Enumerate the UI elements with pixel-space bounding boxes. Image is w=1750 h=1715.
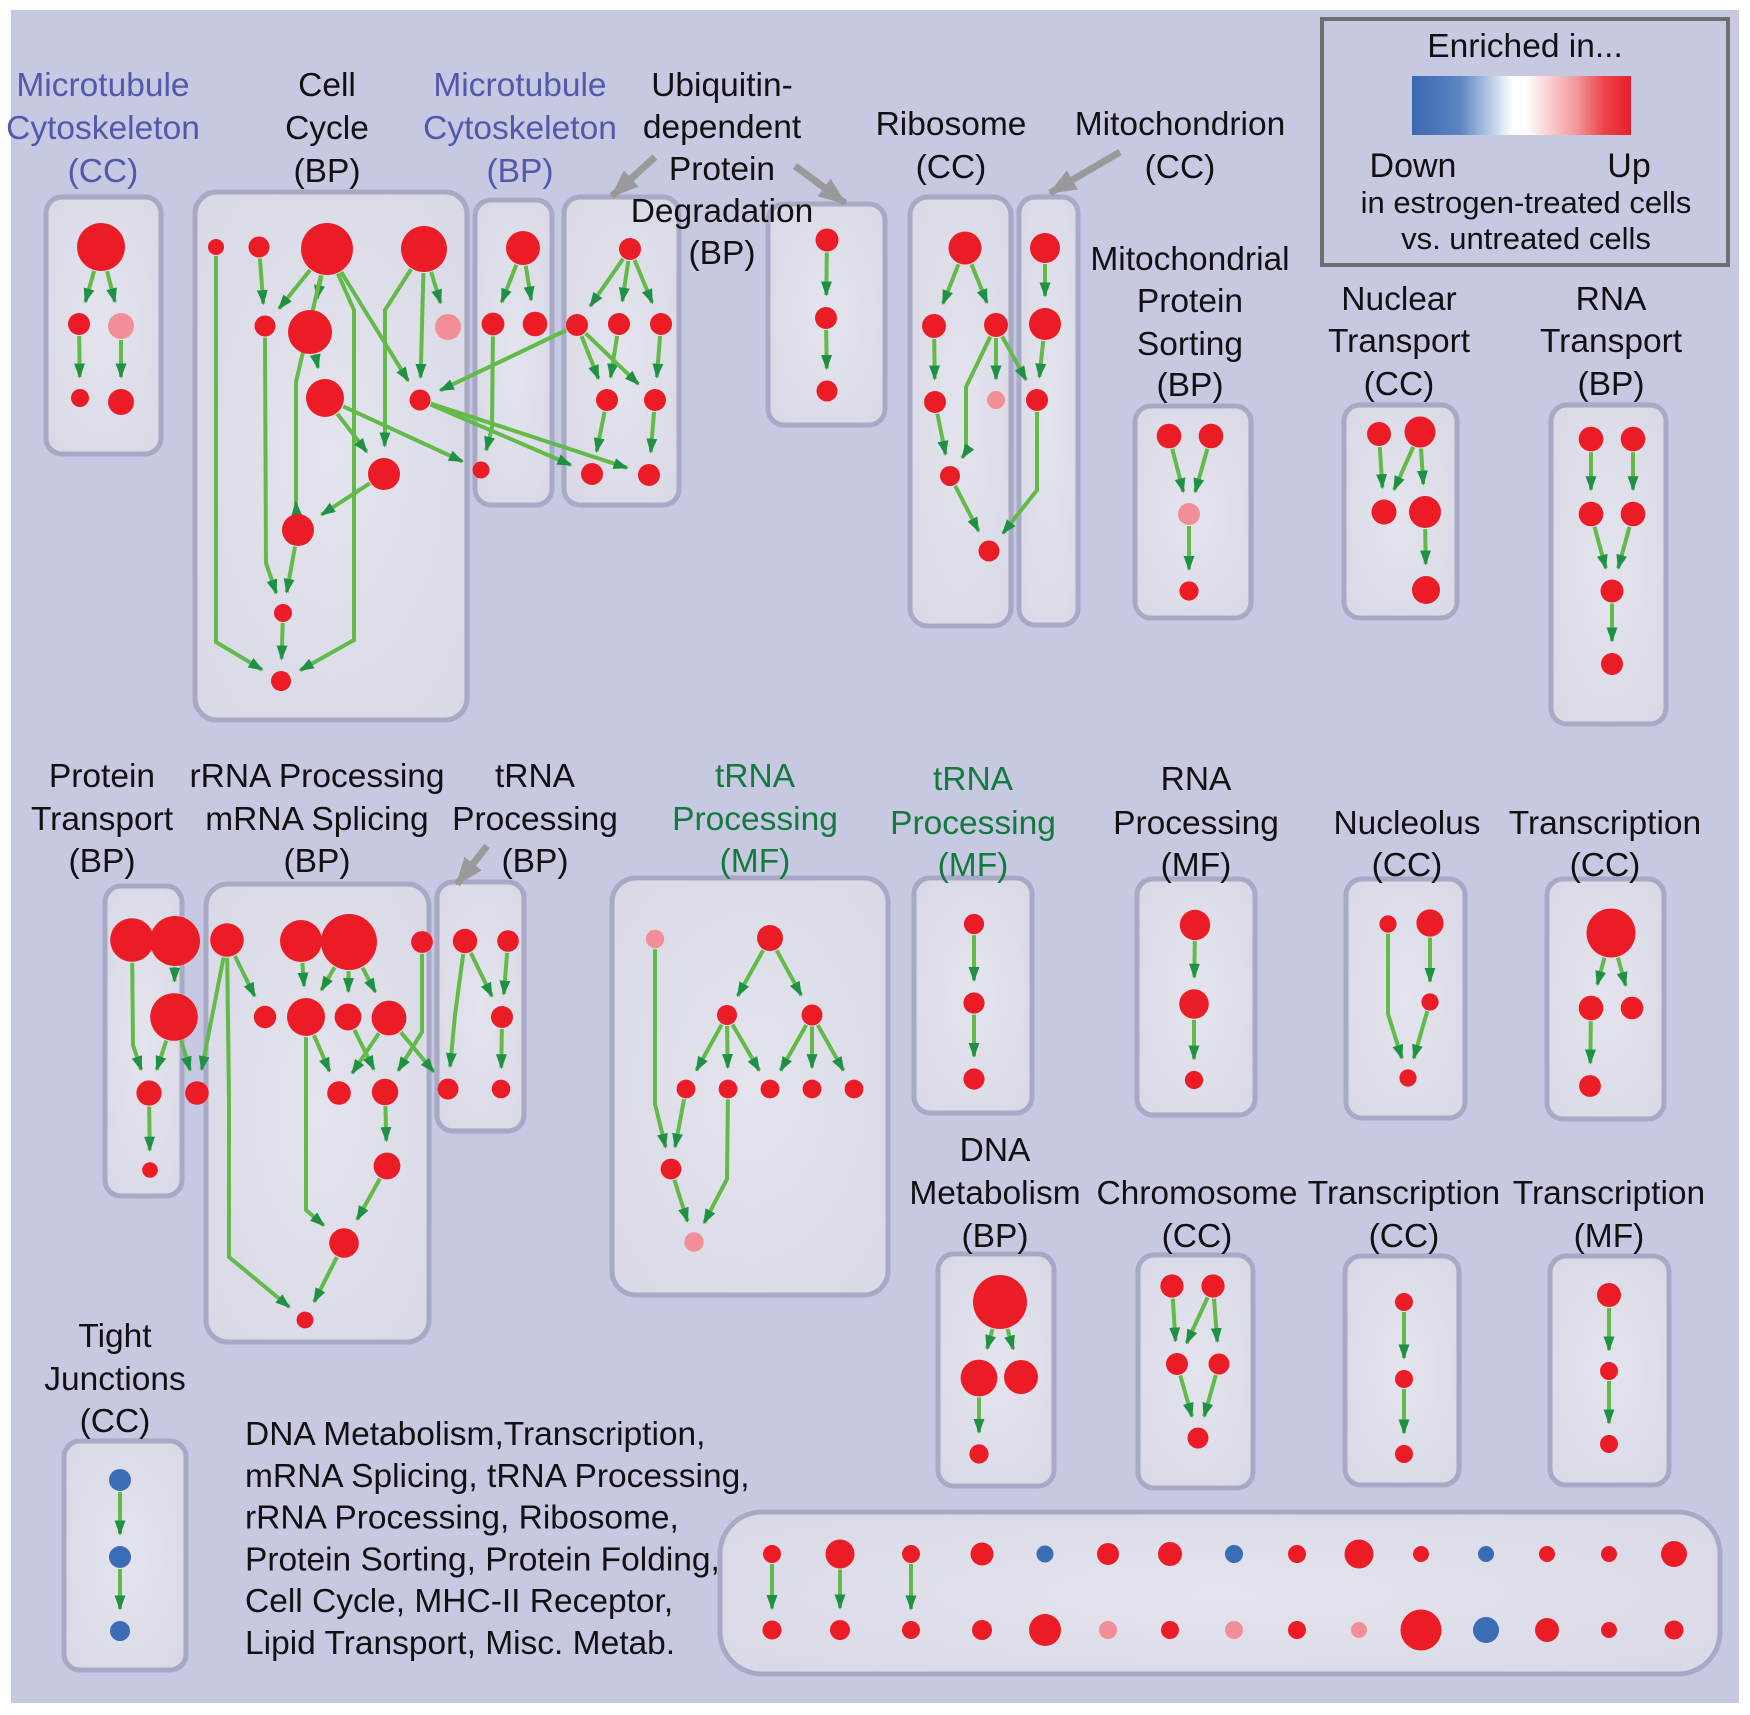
svg-text:Processing: Processing — [890, 805, 1056, 842]
svg-text:Processing: Processing — [1113, 805, 1279, 842]
svg-text:Chromosome: Chromosome — [1096, 1175, 1297, 1212]
svg-text:Transport: Transport — [31, 801, 174, 838]
svg-text:tRNA: tRNA — [715, 758, 796, 795]
svg-text:Enriched in...: Enriched in... — [1427, 28, 1623, 65]
svg-text:(BP): (BP) — [294, 153, 361, 190]
svg-text:Mitochondrion: Mitochondrion — [1075, 106, 1285, 143]
svg-text:rRNA Processing, Ribosome,: rRNA Processing, Ribosome, — [245, 1500, 679, 1537]
svg-text:(BP): (BP) — [1157, 367, 1224, 404]
svg-text:Cytoskeleton: Cytoskeleton — [6, 110, 200, 147]
svg-text:tRNA: tRNA — [495, 758, 576, 795]
svg-text:(CC): (CC) — [1372, 847, 1443, 884]
svg-text:Processing: Processing — [452, 801, 618, 838]
svg-text:Tight: Tight — [78, 1318, 152, 1355]
svg-text:Cell Cycle, MHC-II Receptor,: Cell Cycle, MHC-II Receptor, — [245, 1583, 673, 1620]
svg-text:(BP): (BP) — [69, 843, 136, 880]
svg-text:in estrogen-treated cells: in estrogen-treated cells — [1361, 185, 1692, 220]
svg-text:(BP): (BP) — [284, 843, 351, 880]
svg-text:RNA: RNA — [1576, 281, 1647, 318]
svg-text:Protein: Protein — [49, 758, 155, 795]
svg-text:(CC): (CC) — [1145, 149, 1216, 186]
svg-text:Cycle: Cycle — [285, 110, 369, 147]
svg-text:(MF): (MF) — [938, 847, 1009, 884]
svg-text:Cytoskeleton: Cytoskeleton — [423, 110, 617, 147]
svg-text:Transport: Transport — [1540, 323, 1683, 360]
svg-text:Transcription: Transcription — [1509, 805, 1701, 842]
svg-text:Up: Up — [1607, 147, 1650, 185]
svg-text:Microtubule: Microtubule — [433, 67, 606, 104]
svg-text:Ubiquitin-: Ubiquitin- — [651, 67, 793, 104]
svg-text:(BP): (BP) — [962, 1218, 1029, 1255]
svg-text:Nucleolus: Nucleolus — [1333, 805, 1480, 842]
svg-text:Down: Down — [1370, 147, 1457, 185]
svg-text:(BP): (BP) — [502, 843, 569, 880]
svg-text:(CC): (CC) — [1570, 847, 1641, 884]
svg-text:(MF): (MF) — [720, 843, 791, 880]
svg-text:Mitochondrial: Mitochondrial — [1090, 241, 1289, 278]
svg-text:Protein: Protein — [669, 151, 775, 188]
svg-text:mRNA Splicing, tRNA Processing: mRNA Splicing, tRNA Processing, — [245, 1458, 750, 1495]
svg-text:(MF): (MF) — [1574, 1218, 1645, 1255]
svg-text:vs. untreated cells: vs. untreated cells — [1401, 221, 1651, 256]
svg-text:Microtubule: Microtubule — [16, 67, 189, 104]
svg-text:(BP): (BP) — [487, 153, 554, 190]
svg-text:Sorting: Sorting — [1137, 326, 1243, 363]
svg-text:(CC): (CC) — [1364, 366, 1435, 403]
svg-text:Transport: Transport — [1328, 323, 1471, 360]
svg-text:DNA: DNA — [960, 1132, 1031, 1169]
svg-text:Lipid Transport, Misc. Metab.: Lipid Transport, Misc. Metab. — [245, 1625, 675, 1662]
svg-text:Cell: Cell — [298, 67, 356, 104]
svg-text:(CC): (CC) — [1369, 1218, 1440, 1255]
svg-text:Metabolism: Metabolism — [909, 1175, 1080, 1212]
svg-text:(CC): (CC) — [68, 153, 139, 190]
svg-text:(CC): (CC) — [1162, 1218, 1233, 1255]
svg-text:dependent: dependent — [643, 109, 802, 146]
svg-text:Ribosome: Ribosome — [876, 106, 1027, 143]
svg-text:mRNA Splicing: mRNA Splicing — [205, 801, 428, 838]
svg-text:Processing: Processing — [672, 801, 838, 838]
svg-text:rRNA Processing: rRNA Processing — [189, 758, 444, 795]
svg-text:(BP): (BP) — [1578, 366, 1645, 403]
svg-text:(CC): (CC) — [916, 149, 987, 186]
svg-text:(BP): (BP) — [689, 235, 756, 272]
svg-text:Nuclear: Nuclear — [1341, 281, 1456, 318]
svg-text:Transcription: Transcription — [1308, 1175, 1500, 1212]
svg-text:(CC): (CC) — [80, 1403, 151, 1440]
svg-text:Transcription: Transcription — [1513, 1175, 1705, 1212]
svg-text:(MF): (MF) — [1161, 847, 1232, 884]
svg-text:Degradation: Degradation — [631, 193, 814, 230]
svg-text:DNA Metabolism,Transcription,: DNA Metabolism,Transcription, — [245, 1416, 705, 1453]
svg-text:tRNA: tRNA — [933, 761, 1014, 798]
svg-text:Protein: Protein — [1137, 283, 1243, 320]
svg-text:RNA: RNA — [1161, 761, 1232, 798]
svg-text:Junctions: Junctions — [44, 1361, 186, 1398]
svg-text:Protein Sorting, Protein Foldi: Protein Sorting, Protein Folding, — [245, 1541, 720, 1578]
